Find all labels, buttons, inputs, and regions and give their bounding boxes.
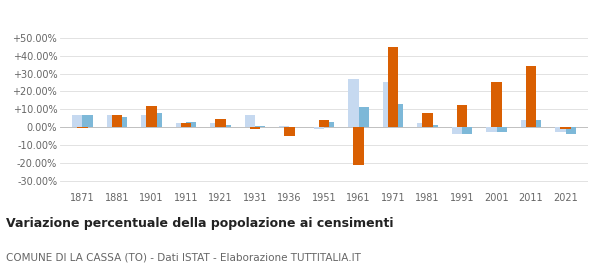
Bar	[284, 127, 295, 136]
Bar	[422, 113, 433, 127]
Bar	[314, 127, 324, 129]
Bar	[215, 119, 226, 127]
Bar	[388, 47, 398, 127]
Bar	[319, 120, 329, 127]
Bar	[555, 127, 566, 132]
Bar	[255, 126, 265, 127]
Bar	[181, 123, 191, 127]
Bar	[210, 123, 220, 127]
Bar	[279, 126, 289, 127]
Bar	[383, 81, 393, 127]
Bar	[393, 104, 403, 127]
Bar	[428, 125, 438, 127]
Bar	[151, 113, 162, 127]
Bar	[186, 122, 196, 127]
Bar	[462, 127, 472, 134]
Bar	[250, 127, 260, 129]
Bar	[566, 127, 576, 134]
Legend: La Cassa, Provincia di TO, Piemonte: La Cassa, Provincia di TO, Piemonte	[167, 0, 481, 3]
Bar	[457, 105, 467, 127]
Bar	[77, 127, 88, 128]
Bar	[176, 123, 186, 127]
Bar	[526, 66, 536, 127]
Bar	[353, 127, 364, 165]
Text: COMUNE DI LA CASSA (TO) - Dati ISTAT - Elaborazione TUTTITALIA.IT: COMUNE DI LA CASSA (TO) - Dati ISTAT - E…	[6, 252, 361, 262]
Bar	[146, 106, 157, 127]
Bar	[117, 117, 127, 127]
Bar	[521, 120, 531, 127]
Bar	[82, 115, 93, 127]
Bar	[112, 115, 122, 127]
Bar	[359, 108, 369, 127]
Bar	[417, 123, 428, 127]
Bar	[531, 120, 541, 127]
Bar	[486, 127, 497, 132]
Bar	[452, 127, 462, 134]
Bar	[141, 115, 151, 127]
Bar	[107, 115, 117, 127]
Bar	[72, 115, 82, 127]
Bar	[560, 127, 571, 129]
Text: Variazione percentuale della popolazione ai censimenti: Variazione percentuale della popolazione…	[6, 217, 394, 230]
Bar	[324, 122, 334, 127]
Bar	[491, 82, 502, 127]
Bar	[245, 115, 255, 127]
Bar	[497, 127, 507, 132]
Bar	[220, 125, 231, 127]
Bar	[348, 79, 359, 127]
